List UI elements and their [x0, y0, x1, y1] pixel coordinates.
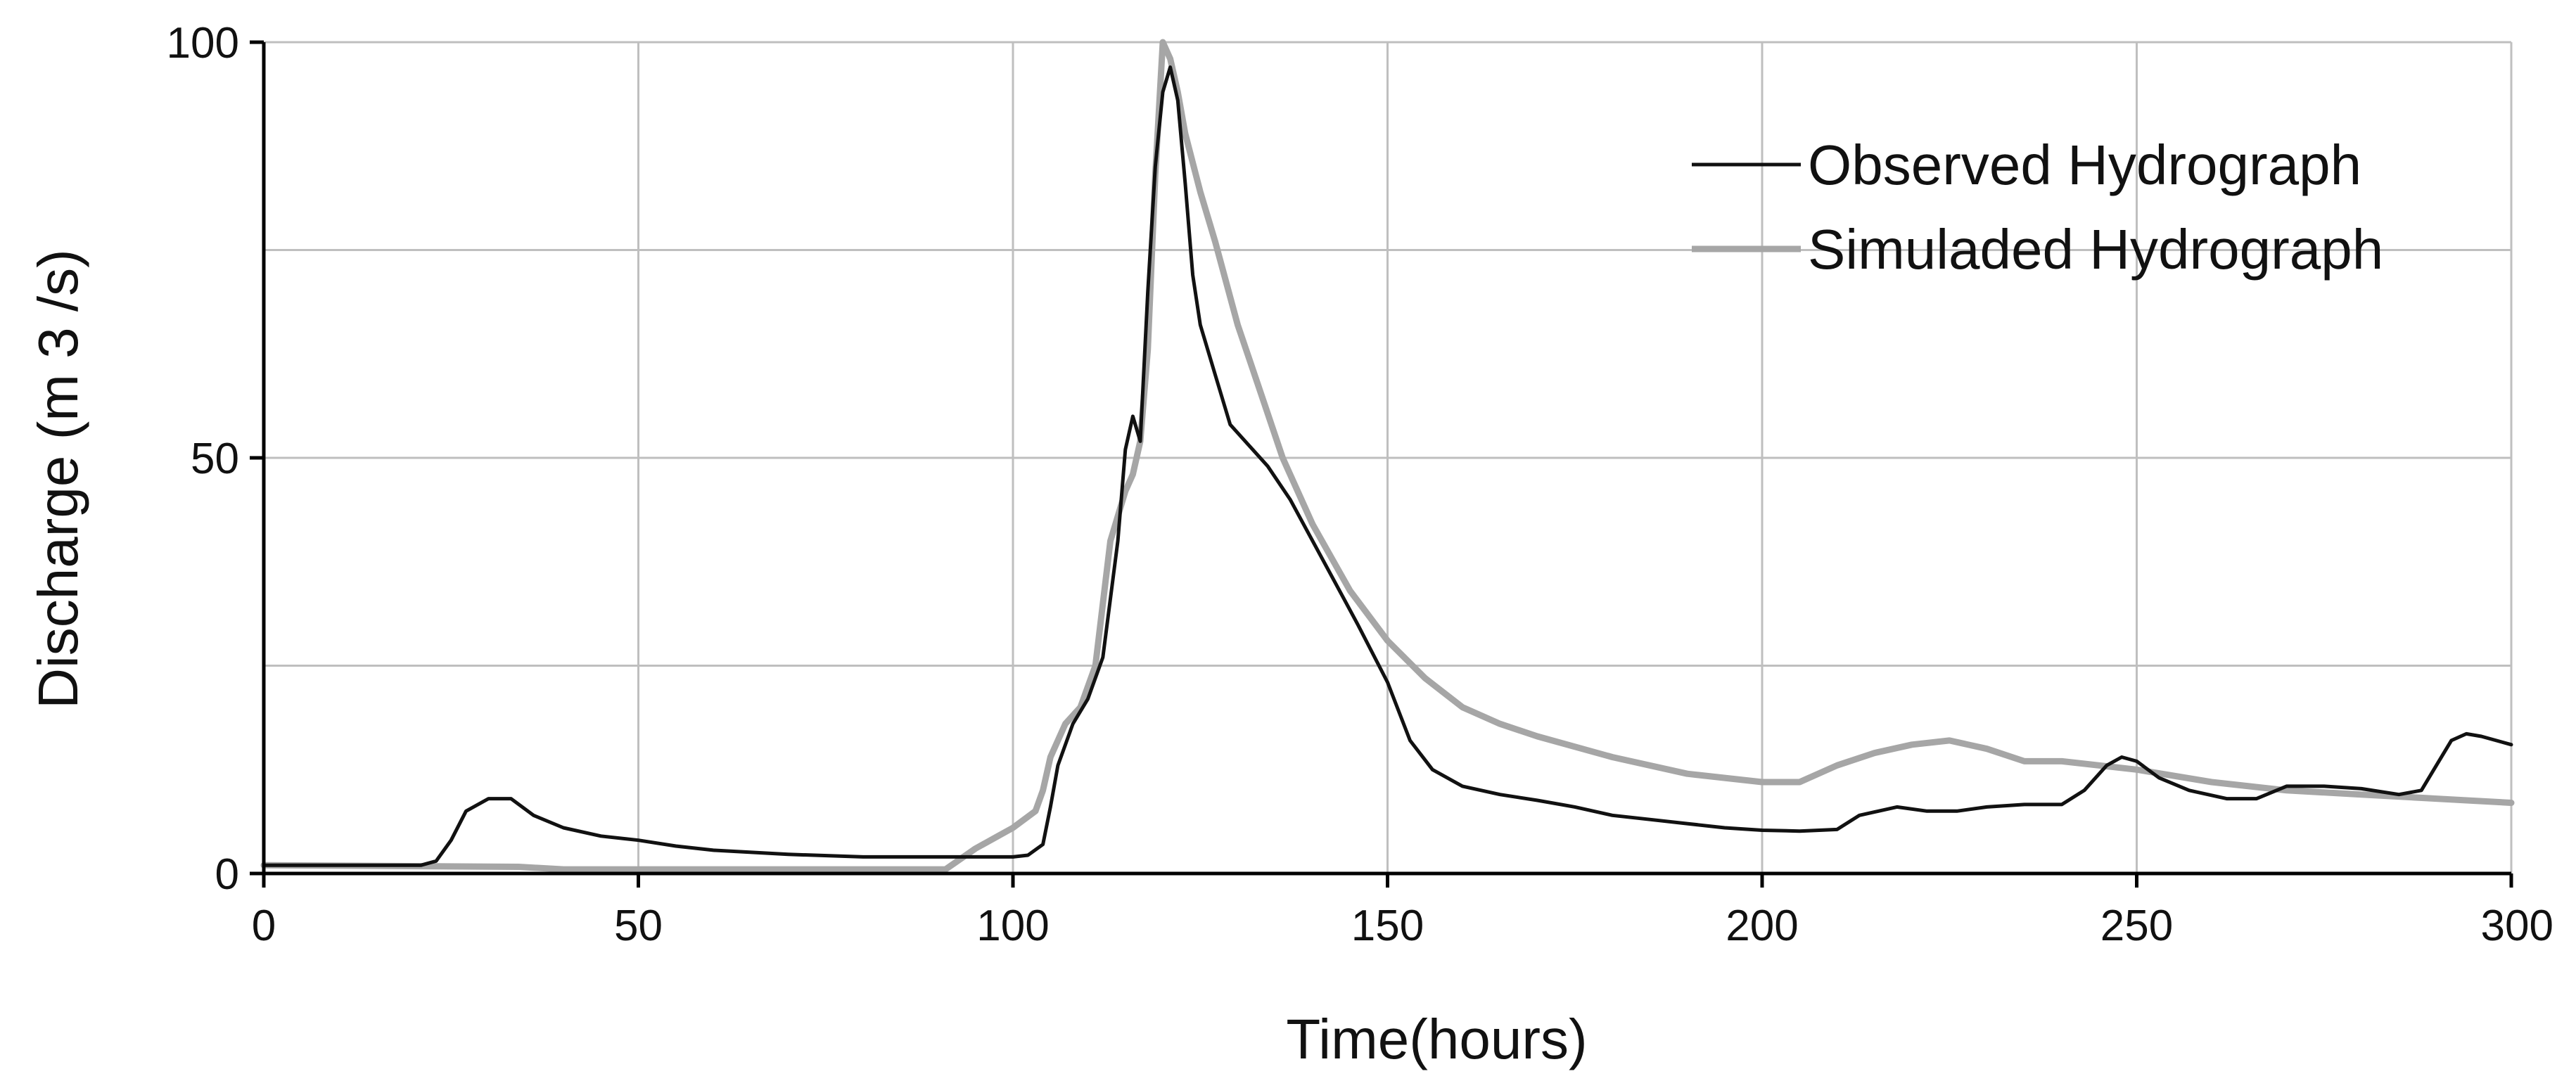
y-axis-label: Discharge (m 3 /s): [27, 249, 89, 708]
axes: [250, 40, 2513, 888]
x-tick-label: 200: [1726, 902, 1798, 950]
y-tick-label: 100: [167, 19, 239, 68]
series-lines: [260, 39, 2515, 873]
x-tick-label: 100: [976, 902, 1049, 950]
grid-lines: [264, 41, 2513, 873]
simulated-hydrograph-line: [260, 39, 2515, 873]
legend: Observed Hydrograph Simuladed Hydrograph: [1692, 134, 2383, 281]
x-tick-label: 250: [2100, 902, 2173, 950]
x-tick-label: 150: [1351, 902, 1424, 950]
x-axis-label: Time(hours): [1286, 1008, 1587, 1070]
x-tick-label: 0: [252, 902, 276, 950]
tick-labels: 0 50 100 150 200 250 300 0 50 100: [167, 19, 2553, 950]
y-tick-label: 0: [215, 850, 239, 899]
x-tick-label: 300: [2481, 902, 2553, 950]
x-tick-label: 50: [614, 902, 663, 950]
legend-label-observed: Observed Hydrograph: [1808, 134, 2361, 196]
observed-hydrograph-line: [262, 65, 2513, 867]
legend-label-simulated: Simuladed Hydrograph: [1808, 218, 2383, 281]
y-tick-label: 50: [191, 435, 239, 483]
